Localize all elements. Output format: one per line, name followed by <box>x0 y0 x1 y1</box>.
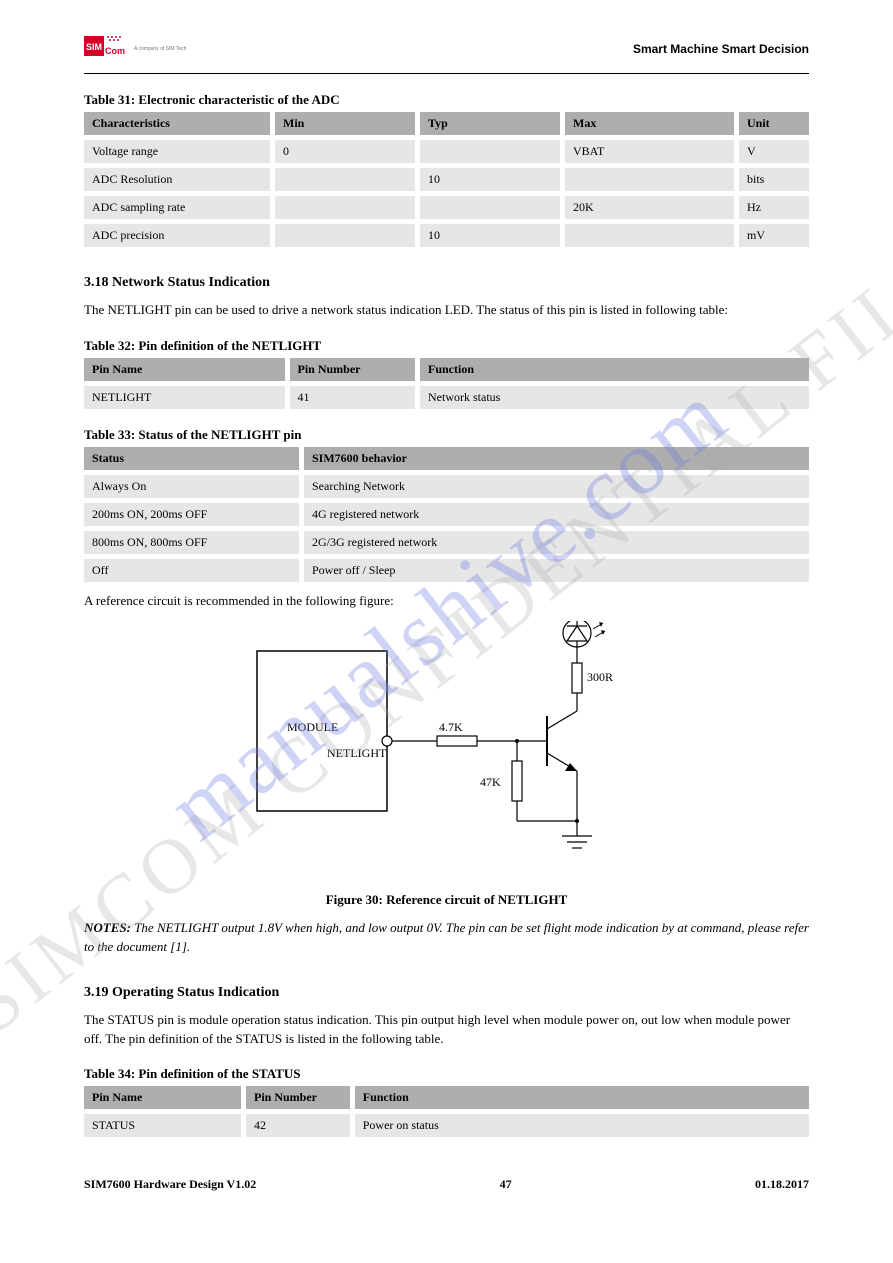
td: Searching Network <box>302 472 810 500</box>
th: Pin Name <box>84 358 287 384</box>
figure30-caption: Figure 30: Reference circuit of NETLIGHT <box>84 892 809 908</box>
td: ADC precision <box>84 222 273 248</box>
td: mV <box>737 222 810 248</box>
th: Function <box>352 1086 809 1112</box>
section-3-19-paragraph: The STATUS pin is module operation statu… <box>84 1011 809 1049</box>
th: Pin Number <box>287 358 418 384</box>
table34: Pin Name Pin Number Function STATUS 42 P… <box>84 1086 809 1137</box>
td: Voltage range <box>84 138 273 166</box>
page-footer: SIM7600 Hardware Design V1.02 47 01.18.2… <box>84 1177 809 1192</box>
th: Typ <box>418 112 563 138</box>
td: ADC Resolution <box>84 166 273 194</box>
th: Pin Name <box>84 1086 244 1112</box>
table32: Pin Name Pin Number Function NETLIGHT 41… <box>84 358 809 409</box>
th: Unit <box>737 112 810 138</box>
td: VBAT <box>563 138 737 166</box>
table31: Characteristics Min Typ Max Unit Voltage… <box>84 112 809 247</box>
td <box>418 138 563 166</box>
th: Max <box>563 112 737 138</box>
page-header: SIM Com A company of SIM Tech Smart Mach… <box>84 30 809 74</box>
td: 41 <box>287 383 418 409</box>
table34-title: Table 34: Pin definition of the STATUS <box>84 1066 809 1082</box>
table32-title: Table 32: Pin definition of the NETLIGHT <box>84 338 809 354</box>
td: 800ms ON, 800ms OFF <box>84 528 302 556</box>
footer-right: 01.18.2017 <box>755 1177 809 1192</box>
logo-subline: A company of SIM Tech <box>134 46 186 52</box>
footer-left: SIM7600 Hardware Design V1.02 <box>84 1177 256 1192</box>
td: 2G/3G registered network <box>302 528 810 556</box>
td <box>563 166 737 194</box>
td: 200ms ON, 200ms OFF <box>84 500 302 528</box>
th: Function <box>418 358 810 384</box>
td: NETLIGHT <box>84 383 287 409</box>
svg-text:SIM: SIM <box>86 42 102 52</box>
pin-label: NETLIGHT <box>327 746 387 760</box>
td: Power off / Sleep <box>302 556 810 582</box>
td: ADC sampling rate <box>84 194 273 222</box>
table31-title: Table 31: Electronic characteristic of t… <box>84 92 809 108</box>
th: SIM7600 behavior <box>302 447 810 473</box>
td: 4G registered network <box>302 500 810 528</box>
td: Off <box>84 556 302 582</box>
doc-title: Smart Machine Smart Decision <box>633 42 809 56</box>
th: Pin Number <box>244 1086 353 1112</box>
td <box>563 222 737 248</box>
td <box>273 194 418 222</box>
module-label: MODULE <box>287 720 338 734</box>
td: 0 <box>273 138 418 166</box>
figure30-circuit: MODULE NETLIGHT 4.7K 47K <box>84 621 809 886</box>
section-3-18-paragraph: The NETLIGHT pin can be used to drive a … <box>84 301 809 320</box>
th: Status <box>84 447 302 473</box>
simcom-logo-icon: SIM Com <box>84 30 132 67</box>
vbat-label: VBAT <box>592 621 624 622</box>
td <box>418 194 563 222</box>
section-3-19-heading: 3.19 Operating Status Indication <box>84 985 809 1001</box>
th: Min <box>273 112 418 138</box>
td: bits <box>737 166 810 194</box>
td: Always On <box>84 472 302 500</box>
note-block: NOTES: The NETLIGHT output 1.8V when hig… <box>84 918 809 957</box>
td: STATUS <box>84 1112 244 1138</box>
td: V <box>737 138 810 166</box>
td: 10 <box>418 222 563 248</box>
svg-text:Com: Com <box>105 46 125 56</box>
table33: Status SIM7600 behavior Always On Search… <box>84 447 809 582</box>
r2-label: 47K <box>480 775 501 789</box>
td <box>273 166 418 194</box>
note-text: The NETLIGHT output 1.8V when high, and … <box>84 920 809 955</box>
r3-label: 300R <box>587 670 613 684</box>
td <box>273 222 418 248</box>
table33-title: Table 33: Status of the NETLIGHT pin <box>84 427 809 443</box>
td: 20K <box>563 194 737 222</box>
td: Hz <box>737 194 810 222</box>
note-label: NOTES: <box>84 920 134 935</box>
ref-figure-text: A reference circuit is recommended in th… <box>84 592 809 611</box>
td: 42 <box>244 1112 353 1138</box>
footer-page: 47 <box>500 1177 512 1192</box>
td: Network status <box>418 383 810 409</box>
section-3-18-heading: 3.18 Network Status Indication <box>84 275 809 291</box>
r1-label: 4.7K <box>439 720 463 734</box>
td: Power on status <box>352 1112 809 1138</box>
td: 10 <box>418 166 563 194</box>
th: Characteristics <box>84 112 273 138</box>
